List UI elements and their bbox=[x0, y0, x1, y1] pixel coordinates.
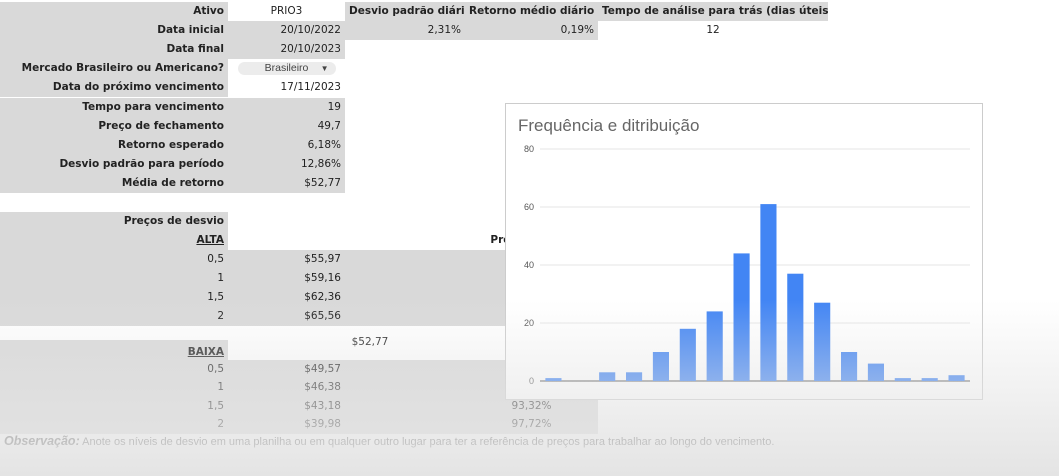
price: $59,16 bbox=[228, 269, 345, 288]
observation-label: Observação: bbox=[4, 434, 80, 448]
deviation-title: Preços de desvio bbox=[0, 212, 228, 231]
field-label: Mercado Brasileiro ou Americano? bbox=[0, 59, 228, 79]
field-value: 6,18% bbox=[228, 135, 345, 155]
histogram-bar[interactable] bbox=[706, 311, 723, 381]
histogram-bar[interactable] bbox=[599, 372, 616, 381]
sigma-level: 1 bbox=[0, 269, 228, 288]
field-label: Média de retorno bbox=[0, 173, 228, 193]
field-label: Data do próximo vencimento bbox=[0, 78, 228, 98]
histogram-bar[interactable] bbox=[921, 378, 938, 381]
field-label: Data final bbox=[0, 40, 228, 60]
mean-price: $52,77 bbox=[310, 333, 430, 352]
header-desvio: Desvio padrão diário bbox=[345, 2, 465, 21]
histogram-bar[interactable] bbox=[867, 363, 884, 381]
retorno-value: 0,19% bbox=[465, 21, 598, 41]
field-value: 19 bbox=[228, 97, 345, 117]
header-retorno: Retorno médio diário bbox=[465, 2, 598, 21]
y-tick-label: 20 bbox=[524, 318, 534, 328]
spacer bbox=[345, 396, 465, 416]
spacer bbox=[345, 415, 465, 435]
price: $43,18 bbox=[228, 396, 345, 416]
sigma-level: 1,5 bbox=[0, 396, 228, 416]
observation-note: Observação: Anote os níveis de desvio em… bbox=[4, 434, 774, 448]
histogram-bar[interactable] bbox=[652, 352, 669, 381]
tempo-value[interactable]: 12 bbox=[598, 21, 828, 41]
sigma-level: 0,5 bbox=[0, 250, 228, 269]
field-value: 12,86% bbox=[228, 154, 345, 174]
field-value[interactable]: PRIO3 bbox=[228, 2, 345, 21]
field-label: Retorno esperado bbox=[0, 135, 228, 155]
desvio-value: 2,31% bbox=[345, 21, 465, 41]
field-value: $52,77 bbox=[228, 173, 345, 193]
sigma-level: 0,5 bbox=[0, 360, 228, 379]
histogram-chart[interactable]: Frequência e ditribuição 0 20 40 60 80 bbox=[505, 103, 983, 400]
spacer bbox=[345, 250, 465, 269]
field-value: 49,7 bbox=[228, 116, 345, 136]
observation-text: Anote os níveis de desvio em uma planilh… bbox=[79, 436, 775, 448]
probability: 97,72% bbox=[465, 415, 598, 435]
market-select[interactable]: Brasileiro ▼ bbox=[228, 59, 345, 79]
histogram-bar[interactable] bbox=[679, 328, 696, 381]
price: $65,56 bbox=[228, 307, 345, 326]
histogram-bar[interactable] bbox=[841, 352, 858, 381]
market-value: Brasileiro bbox=[264, 62, 309, 75]
sigma-level: 1 bbox=[0, 378, 228, 398]
histogram-bar[interactable] bbox=[626, 372, 643, 381]
spacer bbox=[345, 360, 465, 379]
price: $39,98 bbox=[228, 415, 345, 435]
histogram-bar[interactable] bbox=[733, 253, 750, 381]
histogram-bar[interactable] bbox=[787, 273, 804, 381]
field-label: Ativo bbox=[0, 2, 228, 21]
histogram-bar[interactable] bbox=[545, 378, 562, 381]
spacer bbox=[345, 288, 465, 307]
field-value: 20/10/2023 bbox=[228, 40, 345, 60]
y-tick-label: 40 bbox=[524, 260, 534, 270]
spacer bbox=[345, 307, 465, 326]
sigma-level: 1,5 bbox=[0, 288, 228, 307]
field-value[interactable]: 17/11/2023 bbox=[228, 78, 345, 98]
field-label: Preço de fechamento bbox=[0, 116, 228, 136]
y-tick-label: 80 bbox=[524, 144, 534, 154]
header-tempo: Tempo de análise para trás (dias úteis) bbox=[598, 2, 828, 21]
histogram-bar[interactable] bbox=[814, 302, 831, 381]
price: $49,57 bbox=[228, 360, 345, 379]
histogram-bar[interactable] bbox=[894, 378, 911, 381]
chart-plot: 0 20 40 60 80 bbox=[524, 144, 970, 386]
sigma-level: 2 bbox=[0, 307, 228, 326]
y-tick-label: 0 bbox=[529, 376, 534, 386]
market-dropdown[interactable]: Brasileiro ▼ bbox=[237, 62, 336, 76]
price: $55,97 bbox=[228, 250, 345, 269]
field-label: Tempo para vencimento bbox=[0, 97, 228, 117]
field-label: Desvio padrão para período bbox=[0, 154, 228, 174]
field-label: Data inicial bbox=[0, 21, 228, 41]
y-tick-label: 60 bbox=[524, 202, 534, 212]
chevron-down-icon: ▼ bbox=[320, 64, 329, 74]
field-value: 20/10/2022 bbox=[228, 21, 345, 41]
chart-title: Frequência e ditribuição bbox=[518, 116, 700, 135]
price: $46,38 bbox=[228, 378, 345, 398]
histogram-bar[interactable] bbox=[760, 204, 777, 381]
spacer bbox=[345, 378, 465, 398]
alta-label: ALTA bbox=[0, 231, 228, 250]
price: $62,36 bbox=[228, 288, 345, 307]
sigma-level: 2 bbox=[0, 415, 228, 435]
spacer bbox=[345, 269, 465, 288]
histogram-bar[interactable] bbox=[948, 375, 965, 381]
